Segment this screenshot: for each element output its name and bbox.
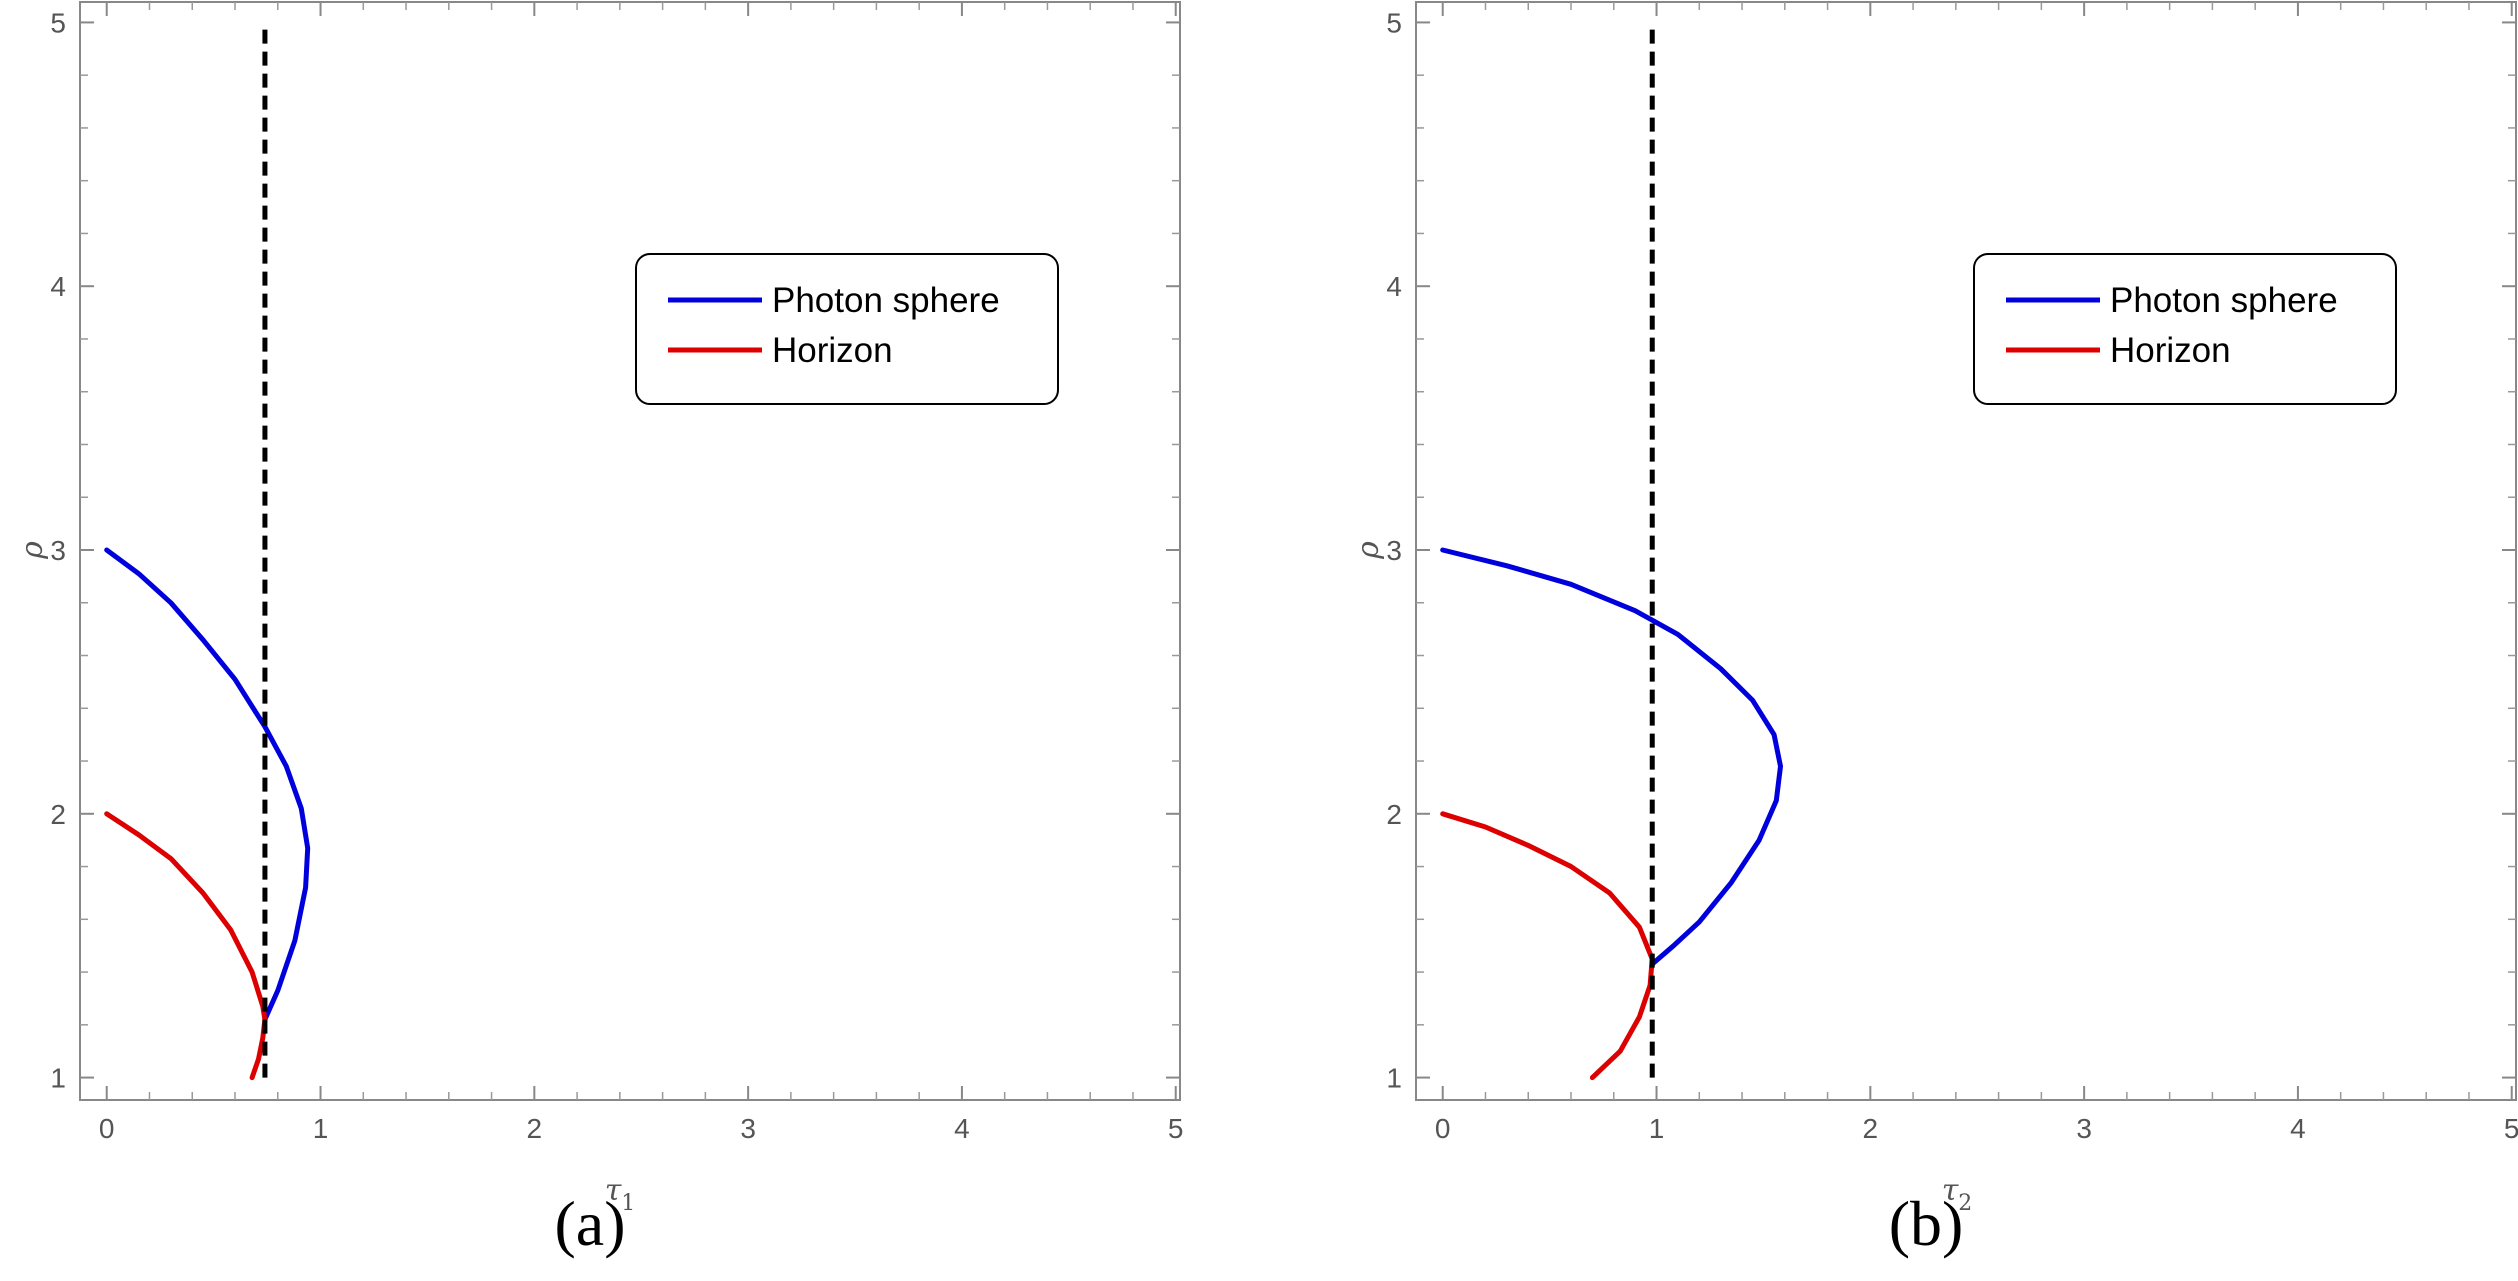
y-tick-label: 4 — [50, 271, 66, 302]
panel-caption: (b) — [1889, 1188, 1964, 1259]
y-tick-label: 4 — [1386, 271, 1402, 302]
y-tick-label: 2 — [50, 799, 66, 830]
legend-label: Photon sphere — [772, 281, 1000, 320]
plot-frame — [79, 1, 1181, 1101]
legend: Photon sphere Horizon — [635, 253, 1059, 405]
panel-caption: (a) — [554, 1188, 625, 1259]
y-tick-label: 5 — [50, 7, 66, 38]
plot-area — [104, 22, 311, 1081]
x-axis-symbol: τ — [605, 1173, 622, 1208]
y-axis-label: ρ — [1351, 541, 1386, 560]
legend-label: Photon sphere — [2110, 281, 2338, 320]
x-tick-label: 5 — [1168, 1113, 1184, 1144]
x-axis-subscript: 1 — [621, 1191, 635, 1216]
y-axis-label: ρ — [15, 541, 50, 560]
y-tick-label: 3 — [50, 535, 66, 566]
y-tick-label: 5 — [1386, 7, 1402, 38]
series-line-horizon — [1440, 811, 1655, 1081]
x-axis-label: τ1 — [605, 1173, 636, 1216]
x-tick-label: 1 — [313, 1113, 329, 1144]
legend-label: Horizon — [2110, 331, 2231, 370]
x-tick-label: 3 — [740, 1113, 756, 1144]
y-tick-label: 2 — [1386, 799, 1402, 830]
series-line-photon-sphere — [104, 547, 311, 1022]
x-tick-label: 0 — [1435, 1113, 1451, 1144]
x-axis-subscript: 2 — [1958, 1191, 1972, 1216]
x-tick-label: 4 — [954, 1113, 970, 1144]
legend: Photon sphere Horizon — [1973, 253, 2397, 405]
x-tick-label: 2 — [527, 1113, 543, 1144]
legend-box — [1973, 253, 2397, 405]
plot-area — [1440, 22, 1783, 1081]
x-tick-label: 2 — [1863, 1113, 1879, 1144]
x-tick-label: 0 — [99, 1113, 115, 1144]
x-tick-label: 3 — [2076, 1113, 2092, 1144]
x-axis-label: τ2 — [1942, 1173, 1973, 1216]
x-axis-symbol: τ — [1942, 1173, 1959, 1208]
plot-frame — [1415, 1, 2517, 1101]
y-tick-label: 1 — [50, 1063, 66, 1094]
x-tick-label: 1 — [1649, 1113, 1665, 1144]
y-tick-label: 1 — [1386, 1063, 1402, 1094]
legend-label: Horizon — [772, 331, 893, 370]
series-line-photon-sphere — [1440, 547, 1783, 967]
series-line-horizon — [104, 811, 268, 1081]
x-tick-label: 4 — [2290, 1113, 2306, 1144]
x-tick-label: 5 — [2504, 1113, 2518, 1144]
legend-box — [635, 253, 1059, 405]
y-tick-label: 3 — [1386, 535, 1402, 566]
